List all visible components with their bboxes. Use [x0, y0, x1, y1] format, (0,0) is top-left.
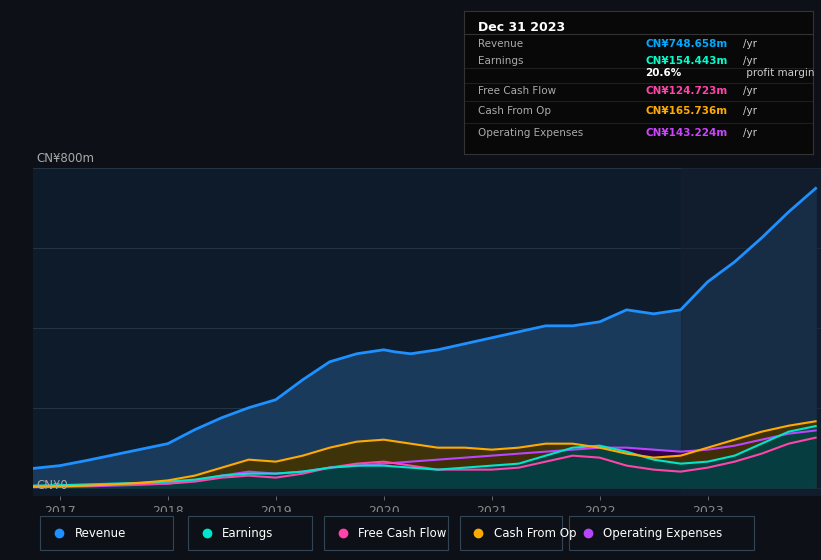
Text: Earnings: Earnings	[478, 56, 523, 66]
Text: Operating Expenses: Operating Expenses	[603, 527, 722, 540]
Text: /yr: /yr	[743, 86, 757, 96]
Text: Revenue: Revenue	[478, 39, 523, 49]
FancyBboxPatch shape	[40, 516, 172, 550]
Text: CN¥165.736m: CN¥165.736m	[645, 106, 727, 116]
Text: profit margin: profit margin	[743, 68, 814, 78]
Text: Free Cash Flow: Free Cash Flow	[478, 86, 556, 96]
Text: CN¥800m: CN¥800m	[37, 152, 94, 165]
Text: /yr: /yr	[743, 106, 757, 116]
Text: Cash From Op: Cash From Op	[478, 106, 551, 116]
Text: Cash From Op: Cash From Op	[493, 527, 576, 540]
Text: 20.6%: 20.6%	[645, 68, 681, 78]
Text: /yr: /yr	[743, 39, 757, 49]
Text: Operating Expenses: Operating Expenses	[478, 128, 583, 138]
Text: CN¥748.658m: CN¥748.658m	[645, 39, 727, 49]
Text: /yr: /yr	[743, 56, 757, 66]
Text: Free Cash Flow: Free Cash Flow	[358, 527, 446, 540]
Text: Revenue: Revenue	[75, 527, 126, 540]
FancyBboxPatch shape	[569, 516, 754, 550]
Text: Earnings: Earnings	[222, 527, 273, 540]
FancyBboxPatch shape	[188, 516, 312, 550]
FancyBboxPatch shape	[323, 516, 448, 550]
Text: Dec 31 2023: Dec 31 2023	[478, 21, 565, 34]
Text: CN¥143.224m: CN¥143.224m	[645, 128, 727, 138]
Bar	[681, 168, 821, 496]
Text: CN¥0: CN¥0	[37, 479, 68, 492]
FancyBboxPatch shape	[460, 516, 562, 550]
Text: /yr: /yr	[743, 128, 757, 138]
Text: CN¥124.723m: CN¥124.723m	[645, 86, 727, 96]
Text: CN¥154.443m: CN¥154.443m	[645, 56, 727, 66]
